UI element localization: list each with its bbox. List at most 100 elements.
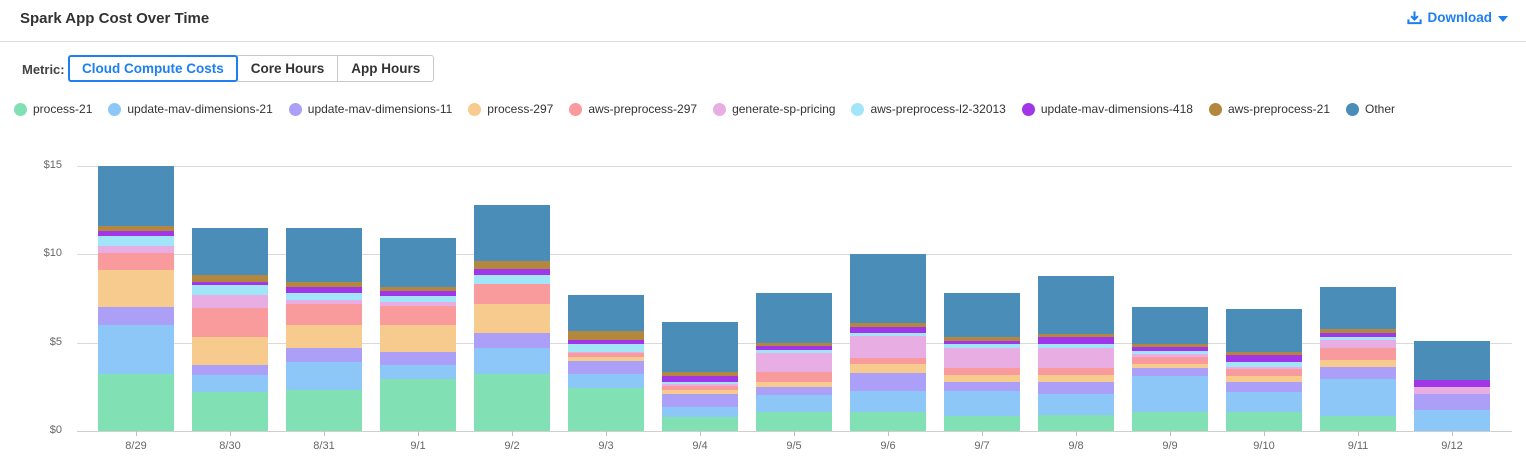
- bar-segment-process-21-9/6[interactable]: [850, 411, 926, 431]
- bar-segment-update-mav-dimensions-418-8/30[interactable]: [192, 281, 268, 286]
- bar-segment-update-mav-dimensions-21-8/31[interactable]: [286, 362, 362, 391]
- bar-segment-process-297-9/6[interactable]: [850, 363, 926, 373]
- bar-segment-aws-preprocess-l2-32013-9/6[interactable]: [850, 333, 926, 336]
- bar-segment-update-mav-dimensions-11-8/29[interactable]: [98, 307, 174, 326]
- bar-segment-aws-preprocess-297-9/1[interactable]: [380, 306, 456, 326]
- bar-segment-generate-sp-pricing-9/4[interactable]: [662, 384, 738, 386]
- bar-segment-update-mav-dimensions-21-9/2[interactable]: [474, 347, 550, 375]
- bar-segment-aws-preprocess-l2-32013-9/11[interactable]: [1320, 336, 1396, 341]
- bar-segment-update-mav-dimensions-11-9/12[interactable]: [1414, 393, 1490, 410]
- bar-segment-Other-9/3[interactable]: [568, 295, 644, 332]
- bar-segment-aws-preprocess-21-9/3[interactable]: [568, 331, 644, 341]
- bar-segment-process-297-9/4[interactable]: [662, 389, 738, 394]
- bar-segment-update-mav-dimensions-11-9/10[interactable]: [1226, 381, 1302, 393]
- bar-segment-aws-preprocess-21-9/10[interactable]: [1226, 351, 1302, 356]
- bar-segment-update-mav-dimensions-21-9/1[interactable]: [380, 364, 456, 379]
- bar-segment-aws-preprocess-l2-32013-9/4[interactable]: [662, 381, 738, 385]
- bar-segment-Other-9/4[interactable]: [662, 322, 738, 372]
- bar-segment-update-mav-dimensions-418-9/5[interactable]: [756, 346, 832, 350]
- legend-item-aws-preprocess-297[interactable]: aws-preprocess-297: [569, 102, 697, 116]
- bar-segment-generate-sp-pricing-9/7[interactable]: [944, 348, 1020, 369]
- bar-segment-aws-preprocess-297-8/30[interactable]: [192, 308, 268, 338]
- bar-segment-update-mav-dimensions-11-8/31[interactable]: [286, 347, 362, 363]
- bar-segment-aws-preprocess-l2-32013-9/10[interactable]: [1226, 362, 1302, 367]
- bar-segment-Other-8/30[interactable]: [192, 227, 268, 275]
- bar-segment-update-mav-dimensions-11-9/3[interactable]: [568, 361, 644, 374]
- bar-segment-aws-preprocess-21-8/31[interactable]: [286, 281, 362, 288]
- bar-segment-Other-9/6[interactable]: [850, 254, 926, 324]
- bar-segment-update-mav-dimensions-11-9/11[interactable]: [1320, 366, 1396, 379]
- bar-segment-generate-sp-pricing-9/10[interactable]: [1226, 366, 1302, 370]
- bar-segment-aws-preprocess-21-8/30[interactable]: [192, 274, 268, 282]
- bar-segment-Other-9/11[interactable]: [1320, 287, 1396, 330]
- bar-segment-process-21-9/4[interactable]: [662, 416, 738, 431]
- bar-segment-aws-preprocess-297-9/10[interactable]: [1226, 369, 1302, 377]
- bar-segment-aws-preprocess-297-9/2[interactable]: [474, 283, 550, 304]
- bar-segment-generate-sp-pricing-8/29[interactable]: [98, 245, 174, 254]
- bar-segment-aws-preprocess-297-9/7[interactable]: [944, 368, 1020, 376]
- bar-segment-update-mav-dimensions-11-9/1[interactable]: [380, 351, 456, 365]
- bar-segment-process-21-9/2[interactable]: [474, 374, 550, 431]
- bar-segment-aws-preprocess-l2-32013-8/29[interactable]: [98, 235, 174, 246]
- bar-segment-aws-preprocess-21-9/1[interactable]: [380, 287, 456, 292]
- bar-segment-aws-preprocess-297-9/4[interactable]: [662, 385, 738, 390]
- bar-segment-update-mav-dimensions-11-8/30[interactable]: [192, 364, 268, 376]
- bar-segment-Other-9/2[interactable]: [474, 204, 550, 261]
- bar-segment-process-21-8/30[interactable]: [192, 392, 268, 431]
- bar-segment-update-mav-dimensions-21-9/8[interactable]: [1038, 393, 1114, 416]
- bar-segment-update-mav-dimensions-418-8/29[interactable]: [98, 231, 174, 236]
- bar-segment-update-mav-dimensions-418-9/8[interactable]: [1038, 337, 1114, 345]
- legend-item-process-21[interactable]: process-21: [14, 102, 92, 116]
- bar-segment-process-21-9/11[interactable]: [1320, 415, 1396, 431]
- bar-segment-aws-preprocess-21-9/6[interactable]: [850, 323, 926, 327]
- bar-segment-update-mav-dimensions-21-9/3[interactable]: [568, 373, 644, 388]
- legend-item-Other[interactable]: Other: [1346, 102, 1395, 116]
- bar-segment-process-21-9/3[interactable]: [568, 387, 644, 431]
- bar-segment-update-mav-dimensions-11-9/6[interactable]: [850, 372, 926, 392]
- bar-segment-process-21-9/1[interactable]: [380, 378, 456, 431]
- bar-segment-update-mav-dimensions-418-9/2[interactable]: [474, 268, 550, 275]
- bar-segment-process-297-9/11[interactable]: [1320, 360, 1396, 367]
- bar-segment-process-21-8/31[interactable]: [286, 390, 362, 431]
- bar-segment-aws-preprocess-21-9/4[interactable]: [662, 371, 738, 377]
- bar-segment-aws-preprocess-l2-32013-9/2[interactable]: [474, 274, 550, 284]
- bar-segment-aws-preprocess-297-8/31[interactable]: [286, 303, 362, 326]
- bar-segment-update-mav-dimensions-418-9/12[interactable]: [1414, 379, 1490, 387]
- bar-segment-aws-preprocess-297-8/29[interactable]: [98, 253, 174, 271]
- bar-segment-Other-9/9[interactable]: [1132, 307, 1208, 344]
- bar-segment-update-mav-dimensions-11-9/9[interactable]: [1132, 368, 1208, 377]
- bar-segment-process-297-9/5[interactable]: [756, 381, 832, 387]
- bar-segment-update-mav-dimensions-418-9/1[interactable]: [380, 291, 456, 296]
- tab-core-hours[interactable]: Core Hours: [236, 55, 339, 82]
- bar-segment-generate-sp-pricing-9/3[interactable]: [568, 351, 644, 354]
- bar-segment-aws-preprocess-l2-32013-8/31[interactable]: [286, 293, 362, 301]
- bar-segment-process-21-9/9[interactable]: [1132, 412, 1208, 431]
- bar-segment-Other-9/12[interactable]: [1414, 340, 1490, 380]
- bar-segment-aws-preprocess-21-9/2[interactable]: [474, 260, 550, 269]
- download-button[interactable]: Download: [1406, 10, 1508, 25]
- bar-segment-update-mav-dimensions-11-9/8[interactable]: [1038, 381, 1114, 394]
- bar-segment-aws-preprocess-21-8/29[interactable]: [98, 226, 174, 232]
- bar-segment-aws-preprocess-l2-32013-9/8[interactable]: [1038, 344, 1114, 349]
- bar-segment-update-mav-dimensions-418-9/6[interactable]: [850, 326, 926, 333]
- bar-segment-Other-9/10[interactable]: [1226, 309, 1302, 352]
- bar-segment-process-297-8/31[interactable]: [286, 325, 362, 348]
- bar-segment-aws-preprocess-297-9/5[interactable]: [756, 371, 832, 382]
- bar-segment-Other-9/7[interactable]: [944, 293, 1020, 338]
- legend-item-update-mav-dimensions-11[interactable]: update-mav-dimensions-11: [288, 102, 452, 116]
- bar-segment-update-mav-dimensions-11-9/2[interactable]: [474, 332, 550, 348]
- legend-item-aws-preprocess-21[interactable]: aws-preprocess-21: [1208, 102, 1330, 116]
- tab-cloud-compute-costs[interactable]: Cloud Compute Costs: [68, 55, 238, 82]
- bar-segment-update-mav-dimensions-11-9/5[interactable]: [756, 386, 832, 395]
- bar-segment-aws-preprocess-l2-32013-9/9[interactable]: [1132, 350, 1208, 355]
- bar-segment-Other-8/31[interactable]: [286, 227, 362, 282]
- bar-segment-process-21-9/8[interactable]: [1038, 415, 1114, 431]
- bar-segment-aws-preprocess-21-9/7[interactable]: [944, 337, 1020, 341]
- bar-segment-Other-9/8[interactable]: [1038, 275, 1114, 334]
- tab-app-hours[interactable]: App Hours: [337, 55, 435, 82]
- bar-segment-update-mav-dimensions-418-9/3[interactable]: [568, 340, 644, 344]
- bar-segment-process-297-8/30[interactable]: [192, 337, 268, 365]
- bar-segment-process-21-9/10[interactable]: [1226, 412, 1302, 431]
- bar-segment-Other-9/5[interactable]: [756, 293, 832, 343]
- bar-segment-generate-sp-pricing-9/6[interactable]: [850, 335, 926, 358]
